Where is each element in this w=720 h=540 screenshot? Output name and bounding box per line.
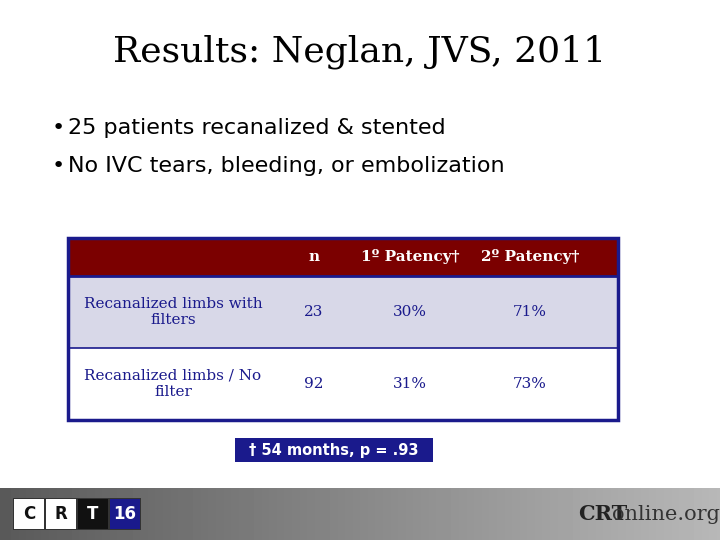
Bar xyxy=(68,238,618,276)
Text: Recanalized limbs / No
filter: Recanalized limbs / No filter xyxy=(84,369,261,399)
Text: •: • xyxy=(52,156,66,176)
Text: 16: 16 xyxy=(114,505,137,523)
Bar xyxy=(68,348,618,420)
Text: C: C xyxy=(23,505,35,523)
Bar xyxy=(78,499,108,529)
Bar xyxy=(110,499,140,529)
Text: Recanalized limbs with
filters: Recanalized limbs with filters xyxy=(84,297,262,327)
Text: 73%: 73% xyxy=(513,377,547,391)
Bar xyxy=(14,499,44,529)
Bar xyxy=(45,498,77,530)
Text: •: • xyxy=(52,118,66,138)
Bar xyxy=(109,498,141,530)
Text: T: T xyxy=(87,505,99,523)
Text: 2º Patency†: 2º Patency† xyxy=(481,249,579,265)
Text: R: R xyxy=(55,505,68,523)
Bar xyxy=(46,499,76,529)
Bar xyxy=(68,276,618,348)
Text: CRT: CRT xyxy=(578,504,627,524)
Bar xyxy=(77,498,109,530)
Bar xyxy=(235,438,433,462)
Text: † 54 months, p = .93: † 54 months, p = .93 xyxy=(249,442,419,457)
Text: 30%: 30% xyxy=(393,305,427,319)
Text: 31%: 31% xyxy=(393,377,427,391)
Bar xyxy=(13,498,45,530)
Text: 92: 92 xyxy=(305,377,324,391)
Text: n: n xyxy=(308,250,320,264)
Text: 1º Patency†: 1º Patency† xyxy=(361,249,459,265)
Bar xyxy=(68,238,618,420)
Text: 23: 23 xyxy=(305,305,324,319)
Text: 25 patients recanalized & stented: 25 patients recanalized & stented xyxy=(68,118,446,138)
Text: 71%: 71% xyxy=(513,305,547,319)
Text: online.org: online.org xyxy=(612,504,720,523)
Text: No IVC tears, bleeding, or embolization: No IVC tears, bleeding, or embolization xyxy=(68,156,505,176)
Text: Results: Neglan, JVS, 2011: Results: Neglan, JVS, 2011 xyxy=(114,35,606,69)
